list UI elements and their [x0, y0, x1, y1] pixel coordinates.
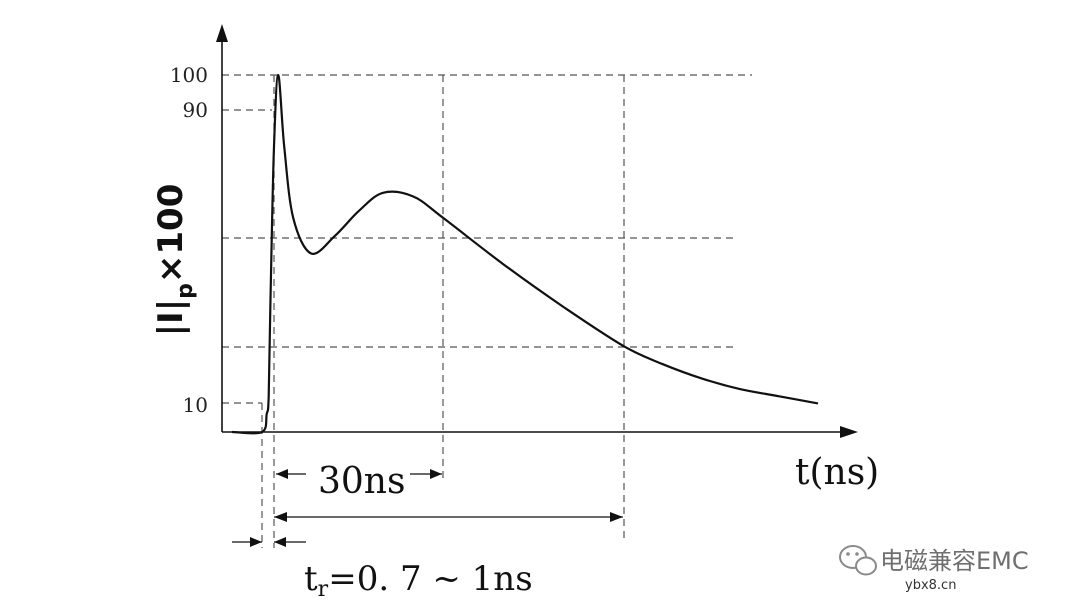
y-tick-label: 100 [170, 63, 208, 87]
waveform-curve [231, 73, 819, 435]
rise-time-rest: =0. 7 ~ 1ns [328, 559, 532, 599]
y-axis-title-main: |I| [151, 299, 191, 337]
dimension-rise-time: tr=0. 7 ~ 1ns [232, 537, 533, 602]
dim-30-arrow-right [430, 469, 442, 479]
dim-60-arrow-right [610, 512, 623, 522]
watermark: 电磁兼容EMC ybx8.cn [839, 545, 1029, 593]
y-axis-title-suffix: ×100 [151, 184, 191, 283]
rise-arrow-left [250, 537, 262, 547]
dimension-30ns: 30ns [276, 461, 442, 502]
axes [216, 24, 858, 438]
y-axis-title: |I|p×100 [151, 184, 198, 337]
y-tick-label: 10 [183, 393, 208, 417]
grid-lines [222, 74, 752, 548]
x-axis-arrow [840, 426, 858, 438]
wechat-icon [839, 545, 877, 576]
rise-time-main: t [304, 559, 318, 599]
y-tick-labels: 100 90 10 [170, 63, 208, 417]
dim-30-label: 30ns [318, 461, 405, 502]
y-axis-arrow [216, 24, 228, 42]
rise-time-label: tr=0. 7 ~ 1ns [304, 559, 533, 602]
watermark-site: ybx8.cn [905, 578, 956, 593]
watermark-text: 电磁兼容EMC [880, 547, 1029, 575]
rise-time-sub: r [318, 577, 329, 602]
dimension-60ns [274, 512, 623, 522]
x-axis-title: t(ns) [795, 452, 879, 493]
dim-30-arrow-left [276, 469, 288, 479]
dim-60-arrow-left [274, 512, 287, 522]
rise-arrow-right [274, 537, 286, 547]
y-tick-label: 90 [183, 98, 208, 122]
y-axis-title-sub: p [173, 283, 198, 299]
